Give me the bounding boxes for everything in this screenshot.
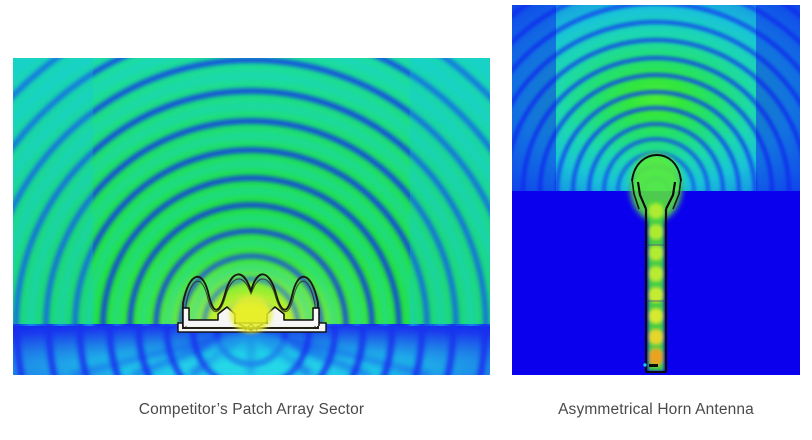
patch-array-geometry [177, 273, 327, 333]
horn-left-flare [636, 181, 648, 210]
patch-array-field-canvas [13, 58, 490, 375]
horn-right-flare [665, 181, 677, 210]
main-lobe-edge-shading [13, 58, 490, 326]
beam-side-rolloff [512, 5, 800, 191]
radome-inner-profile [185, 278, 316, 329]
horn-left-shell [631, 178, 640, 210]
caption-horn-antenna: Asymmetrical Horn Antenna [558, 401, 754, 418]
aperture-lip [631, 154, 682, 182]
standing-wave-column [648, 201, 664, 371]
feed-probe [649, 364, 658, 367]
horn-right-shell [672, 178, 682, 210]
caption-patch-array: Competitor’s Patch Array Sector [138, 401, 365, 418]
horn-antenna-geometry [631, 154, 682, 373]
patch-array-field-plot [13, 58, 490, 375]
radome-profile [182, 273, 319, 329]
feed-port-marker [643, 363, 647, 367]
horn-antenna-field-plot [512, 5, 800, 375]
feed-hotspot [230, 295, 272, 333]
main-lobe-subfringes [13, 58, 490, 326]
horn-antenna-field-canvas [512, 5, 800, 375]
back-lobe-hotspot [205, 332, 297, 375]
